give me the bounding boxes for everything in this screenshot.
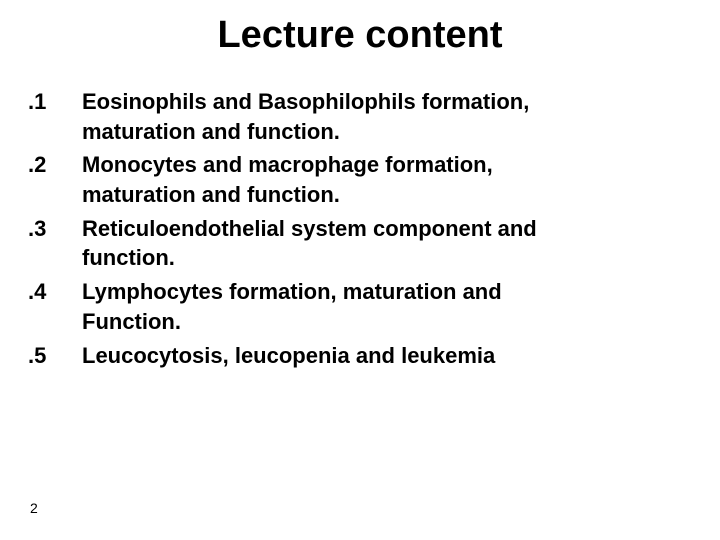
slide: Lecture content .1 Eosinophils and Basop… (0, 0, 720, 540)
list-item-text: Lymphocytes formation, maturation and Fu… (82, 277, 692, 336)
list-item-number: .3 (28, 214, 82, 244)
list-item: .1 Eosinophils and Basophilophils format… (28, 87, 692, 146)
content-list: .1 Eosinophils and Basophilophils format… (0, 57, 720, 370)
page-number: 2 (30, 500, 38, 516)
list-item-number: .5 (28, 341, 82, 371)
list-item-number: .2 (28, 150, 82, 180)
list-item-number: .4 (28, 277, 82, 307)
list-item-number: .1 (28, 87, 82, 117)
list-item-text: Leucocytosis, leucopenia and leukemia (82, 341, 692, 371)
list-item: .3 Reticuloendothelial system component … (28, 214, 692, 273)
list-item: .2 Monocytes and macrophage formation, m… (28, 150, 692, 209)
slide-title: Lecture content (0, 0, 720, 57)
list-item-text: Eosinophils and Basophilophils formation… (82, 87, 692, 146)
list-item-text: Monocytes and macrophage formation, matu… (82, 150, 692, 209)
list-item-text: Reticuloendothelial system component and… (82, 214, 692, 273)
list-item: .4 Lymphocytes formation, maturation and… (28, 277, 692, 336)
list-item: .5 Leucocytosis, leucopenia and leukemia (28, 341, 692, 371)
